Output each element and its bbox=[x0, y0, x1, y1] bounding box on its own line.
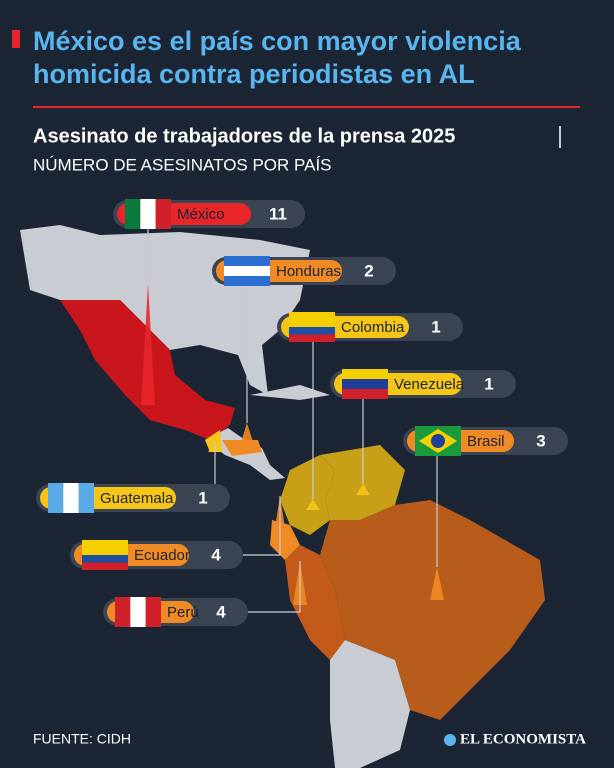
south-cone bbox=[330, 640, 410, 768]
title-marker bbox=[12, 30, 20, 48]
country-name: Honduras bbox=[276, 263, 341, 280]
country-value: 11 bbox=[269, 204, 287, 223]
flag-stripe bbox=[342, 369, 388, 379]
country-name: México bbox=[177, 206, 225, 223]
flag-stripe bbox=[342, 379, 388, 389]
title-line: homicida contra periodistas en AL bbox=[33, 59, 475, 89]
flag-stripe bbox=[48, 483, 64, 513]
spike bbox=[240, 423, 254, 445]
flag-stripe bbox=[289, 312, 335, 320]
flag-stripe bbox=[224, 276, 270, 286]
flag bbox=[342, 369, 388, 399]
flag-stripe bbox=[140, 199, 156, 229]
country-value: 1 bbox=[431, 317, 440, 336]
flag-stripe bbox=[155, 199, 171, 229]
country-name: Ecuador bbox=[134, 547, 190, 564]
connector bbox=[243, 496, 281, 556]
source: FUENTE: CIDH bbox=[33, 731, 131, 747]
flag-stripe bbox=[289, 319, 335, 327]
country-pin: Venezuela 1 bbox=[330, 369, 516, 495]
flag bbox=[115, 597, 161, 627]
country-name: Venezuela bbox=[394, 376, 465, 393]
country-name: Colombia bbox=[341, 319, 405, 336]
flag-stripe bbox=[82, 540, 128, 548]
flag-globe bbox=[431, 434, 445, 448]
subtitle: Asesinato de trabajadores de la prensa 2… bbox=[33, 125, 455, 147]
spike bbox=[430, 567, 444, 600]
caribbean bbox=[250, 385, 330, 400]
country-value: 4 bbox=[211, 545, 221, 564]
flag-stripe bbox=[115, 597, 131, 627]
flag bbox=[224, 256, 270, 286]
flag-stripe bbox=[224, 256, 270, 266]
pins: México 11 Honduras 2 Colombia 1 Venezuela 1 Bras… bbox=[36, 199, 568, 627]
brand: EL ECONOMISTA bbox=[460, 731, 586, 747]
flag bbox=[289, 312, 335, 342]
flag bbox=[125, 199, 171, 229]
flag-stripe bbox=[289, 327, 335, 335]
flag-stripe bbox=[342, 389, 388, 399]
country-value: 3 bbox=[536, 431, 545, 450]
flag-stripe bbox=[130, 597, 146, 627]
flag-stripe bbox=[78, 483, 94, 513]
country-value: 1 bbox=[198, 488, 207, 507]
country-name: Perú bbox=[167, 604, 199, 621]
country-pin: Brasil 3 bbox=[403, 426, 568, 600]
country-pin: Ecuador 4 bbox=[70, 496, 287, 570]
flag-stripe bbox=[82, 555, 128, 563]
flag-stripe bbox=[63, 483, 79, 513]
connector bbox=[248, 561, 301, 613]
flag-stripe bbox=[289, 334, 335, 342]
country-pin: Perú 4 bbox=[103, 561, 307, 627]
spike bbox=[356, 484, 370, 495]
country-pin: Honduras 2 bbox=[212, 256, 396, 445]
colombia-shape bbox=[280, 455, 335, 535]
flag-stripe bbox=[224, 266, 270, 276]
spike bbox=[306, 499, 320, 510]
country-name: Guatemala bbox=[100, 490, 174, 507]
country-value: 2 bbox=[364, 261, 373, 280]
flag bbox=[48, 483, 94, 513]
brazil-shape bbox=[320, 500, 545, 720]
title-line: México es el país con mayor violencia bbox=[33, 26, 522, 56]
country-value: 1 bbox=[484, 374, 493, 393]
spike bbox=[141, 284, 155, 405]
flag-stripe bbox=[145, 597, 161, 627]
brand-icon bbox=[444, 734, 456, 746]
unit-label: NÚMERO DE ASESINATOS POR PAÍS bbox=[33, 155, 332, 174]
flag-stripe bbox=[82, 547, 128, 555]
country-pin: México 11 bbox=[113, 199, 305, 405]
flag-stripe bbox=[125, 199, 141, 229]
country-pin: Guatemala 1 bbox=[36, 441, 230, 513]
country-value: 4 bbox=[216, 602, 226, 621]
country-name: Brasil bbox=[467, 433, 505, 450]
flag bbox=[415, 426, 461, 456]
flag bbox=[82, 540, 128, 570]
country-pin: Colombia 1 bbox=[277, 312, 463, 510]
flag-stripe bbox=[82, 562, 128, 570]
